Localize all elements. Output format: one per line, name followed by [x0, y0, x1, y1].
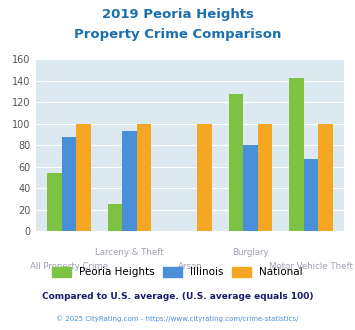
Bar [47, 173, 61, 231]
Bar [108, 204, 122, 231]
Text: Burglary: Burglary [232, 248, 269, 257]
Text: Arson: Arson [178, 262, 202, 271]
Legend: Peoria Heights, Illinois, National: Peoria Heights, Illinois, National [48, 263, 307, 281]
Text: 2019 Peoria Heights: 2019 Peoria Heights [102, 8, 253, 21]
Bar [258, 124, 272, 231]
Bar [197, 124, 212, 231]
Bar [137, 124, 151, 231]
Bar [318, 124, 333, 231]
Bar [304, 159, 318, 231]
Text: Larceny & Theft: Larceny & Theft [95, 248, 164, 257]
Bar [243, 145, 258, 231]
Bar [122, 131, 137, 231]
Text: Compared to U.S. average. (U.S. average equals 100): Compared to U.S. average. (U.S. average … [42, 292, 313, 301]
Bar [289, 78, 304, 231]
Bar [76, 124, 91, 231]
Bar [229, 94, 243, 231]
Text: © 2025 CityRating.com - https://www.cityrating.com/crime-statistics/: © 2025 CityRating.com - https://www.city… [56, 315, 299, 322]
Text: Property Crime Comparison: Property Crime Comparison [74, 28, 281, 41]
Text: Motor Vehicle Theft: Motor Vehicle Theft [269, 262, 353, 271]
Text: All Property Crime: All Property Crime [30, 262, 108, 271]
Bar [61, 137, 76, 231]
